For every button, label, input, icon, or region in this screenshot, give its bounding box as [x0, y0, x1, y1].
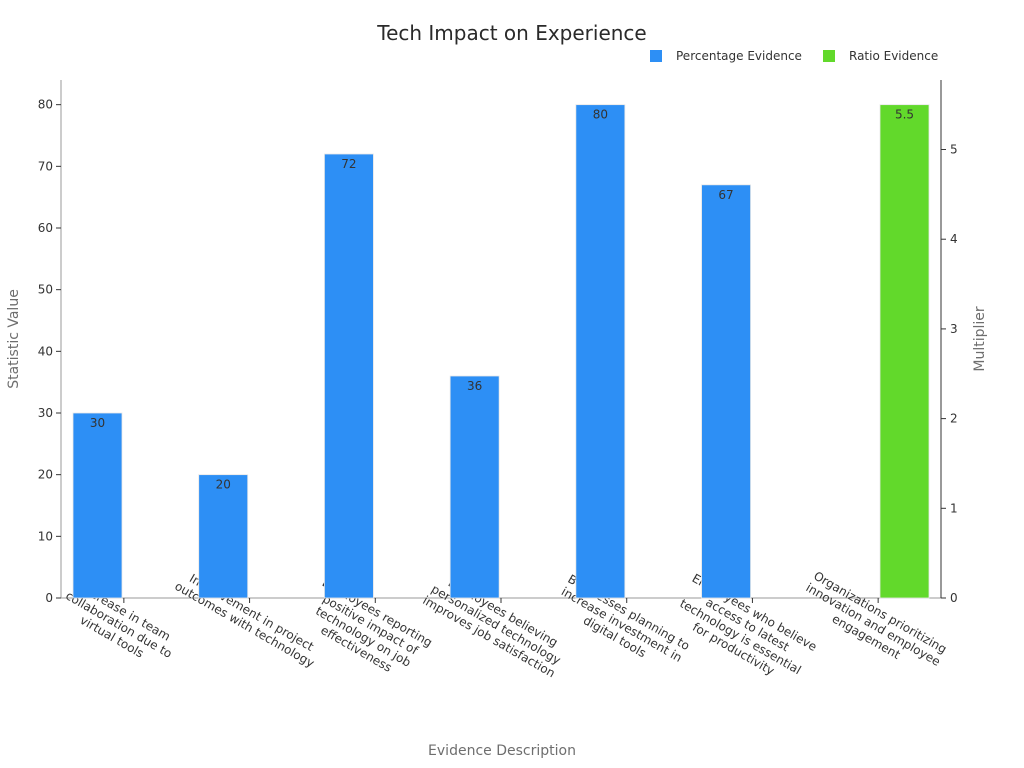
y-tick-label: 80	[38, 98, 53, 112]
bar-value-label: 80	[593, 108, 608, 122]
bar	[879, 104, 930, 599]
y-tick-label: 60	[38, 221, 53, 235]
legend-label: Ratio Evidence	[849, 49, 938, 63]
y-tick-label: 20	[38, 468, 53, 482]
chart-title: Tech Impact on Experience	[376, 21, 646, 45]
bar	[324, 153, 374, 599]
bar-value-label: 30	[90, 416, 105, 430]
bar-value-label: 72	[341, 157, 356, 171]
bar	[575, 104, 626, 599]
y2-tick-label: 3	[950, 322, 958, 336]
y2-tick-label: 2	[950, 412, 958, 426]
bar	[449, 375, 500, 599]
bar-value-label: 5.5	[895, 108, 914, 122]
bar	[701, 184, 751, 599]
y-tick-label: 40	[38, 344, 53, 358]
y2-tick-label: 0	[950, 591, 958, 605]
bar-value-label: 36	[467, 379, 482, 393]
y-tick-label: 30	[38, 406, 53, 420]
y2-tick-label: 4	[950, 232, 958, 246]
y-tick-label: 10	[38, 529, 53, 543]
legend-label: Percentage Evidence	[676, 49, 802, 63]
legend-swatch	[823, 50, 835, 62]
y-axis-label: Statistic Value	[6, 289, 22, 389]
bar-value-label: 67	[718, 188, 733, 202]
legend: Percentage Evidence Ratio Evidence	[650, 49, 938, 63]
bar-value-label: 20	[216, 478, 231, 492]
y-tick-label: 70	[38, 159, 53, 173]
y-tick-label: 50	[38, 283, 53, 297]
bar	[72, 412, 123, 599]
x-axis-label: Evidence Description	[428, 743, 576, 759]
y2-axis-label: Multiplier	[972, 306, 988, 372]
y2-tick-label: 5	[950, 143, 958, 157]
bar	[198, 474, 249, 599]
legend-swatch	[650, 50, 662, 62]
y2-tick-label: 1	[950, 501, 958, 515]
y-tick-label: 0	[45, 591, 53, 605]
bars: 30 20 72 36 80 67 5.5	[72, 104, 930, 599]
